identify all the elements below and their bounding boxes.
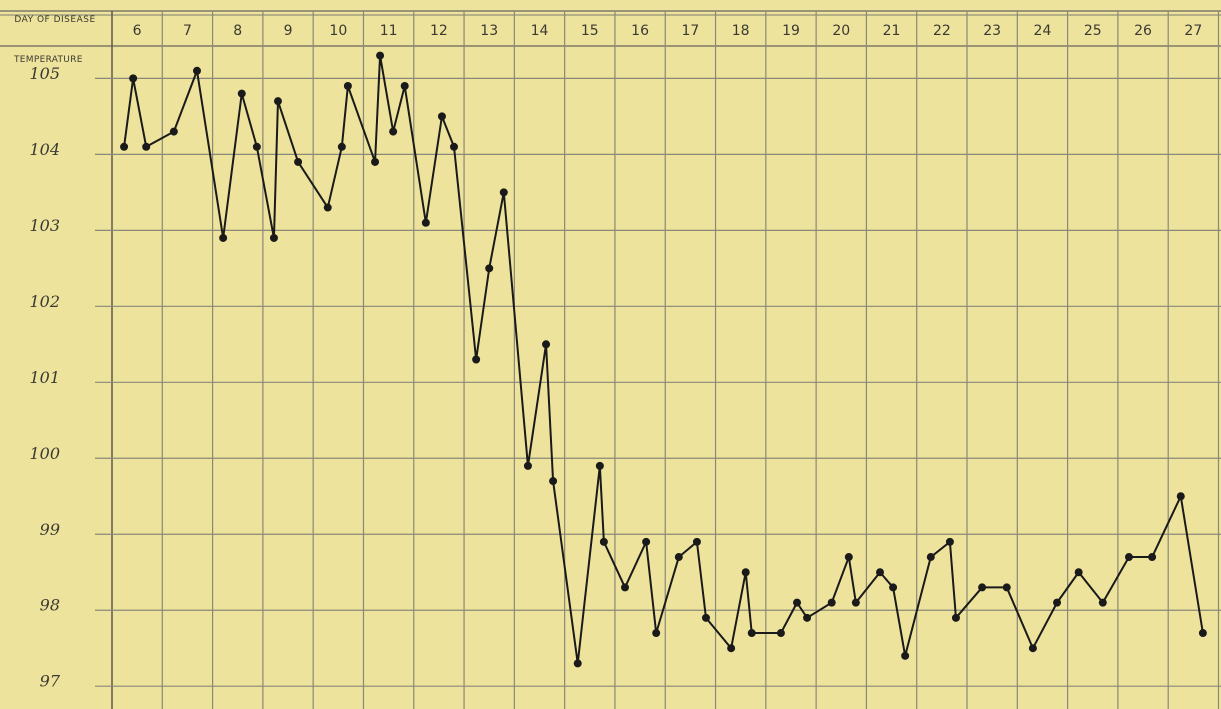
x-tick-label: 21 — [883, 23, 901, 39]
point — [1074, 568, 1083, 577]
x-tick-label: 9 — [284, 23, 293, 39]
x-axis-label: DAY OF DISEASE — [14, 15, 96, 25]
point — [599, 537, 608, 546]
y-tick-label: 103 — [29, 216, 60, 235]
point — [827, 598, 836, 607]
x-tick-label: 27 — [1184, 23, 1202, 39]
y-tick-label: 105 — [29, 64, 60, 83]
point — [803, 613, 812, 622]
x-tick-label: 19 — [782, 23, 800, 39]
point — [523, 461, 532, 470]
point — [1148, 553, 1157, 562]
y-tick-label: 97 — [40, 672, 61, 691]
point — [252, 142, 261, 151]
x-tick-label: 24 — [1034, 23, 1052, 39]
x-tick-label: 20 — [832, 23, 850, 39]
point — [727, 644, 736, 653]
point — [269, 233, 278, 242]
y-tick-label: 98 — [40, 596, 60, 615]
point — [323, 203, 332, 212]
point — [951, 613, 960, 622]
point — [549, 477, 558, 486]
y-tick-label: 102 — [29, 292, 60, 311]
point — [945, 537, 954, 546]
point — [1176, 492, 1185, 501]
point — [1098, 598, 1107, 607]
point — [169, 127, 178, 136]
x-tick-label: 25 — [1084, 23, 1102, 39]
point — [692, 537, 701, 546]
point — [776, 629, 785, 638]
point — [701, 613, 710, 622]
point — [793, 598, 802, 607]
y-tick-label: 99 — [40, 520, 60, 539]
point — [389, 127, 398, 136]
point — [294, 157, 303, 166]
point — [142, 142, 151, 151]
point — [273, 97, 282, 106]
point — [889, 583, 898, 592]
x-tick-label: 26 — [1134, 23, 1152, 39]
point — [1198, 629, 1207, 638]
point — [851, 598, 860, 607]
point — [343, 81, 352, 90]
point — [642, 537, 651, 546]
y-tick-label: 101 — [29, 368, 60, 387]
x-tick-label: 8 — [233, 23, 242, 39]
point — [674, 553, 683, 562]
x-tick-label: 22 — [933, 23, 951, 39]
point — [219, 233, 228, 242]
x-tick-label: 16 — [631, 23, 649, 39]
point — [652, 629, 661, 638]
point — [747, 629, 756, 638]
point — [192, 66, 201, 75]
point — [542, 340, 551, 349]
point — [1028, 644, 1037, 653]
point — [499, 188, 508, 197]
point — [978, 583, 987, 592]
point — [741, 568, 750, 577]
point — [1053, 598, 1062, 607]
x-tick-label: 13 — [480, 23, 498, 39]
x-tick-label: 12 — [430, 23, 448, 39]
point — [437, 112, 446, 121]
x-tick-label: 10 — [329, 23, 347, 39]
point — [129, 74, 138, 83]
point — [400, 81, 409, 90]
y-axis-label: TEMPERATURE — [14, 55, 83, 65]
point — [901, 651, 910, 660]
point — [237, 89, 246, 98]
point — [485, 264, 494, 273]
point — [371, 157, 380, 166]
x-tick-label: 17 — [681, 23, 699, 39]
point — [450, 142, 459, 151]
point — [621, 583, 630, 592]
point — [844, 553, 853, 562]
point — [120, 142, 129, 151]
point — [926, 553, 935, 562]
x-tick-label: 11 — [380, 23, 398, 39]
line — [123, 54, 1204, 665]
point — [876, 568, 885, 577]
point — [595, 461, 604, 470]
point — [337, 142, 346, 151]
point — [376, 51, 385, 60]
point — [421, 218, 430, 227]
y-tick-label: 100 — [29, 444, 60, 463]
x-tick-label: 6 — [133, 23, 142, 39]
point — [573, 659, 582, 668]
y-tick-label: 104 — [29, 140, 60, 159]
x-tick-label: 23 — [983, 23, 1001, 39]
point — [1002, 583, 1011, 592]
x-tick-label: 14 — [531, 23, 549, 39]
x-tick-label: 15 — [581, 23, 599, 39]
point — [472, 355, 481, 364]
point — [1124, 553, 1133, 562]
x-tick-label: 7 — [183, 23, 192, 39]
x-tick-label: 18 — [732, 23, 750, 39]
